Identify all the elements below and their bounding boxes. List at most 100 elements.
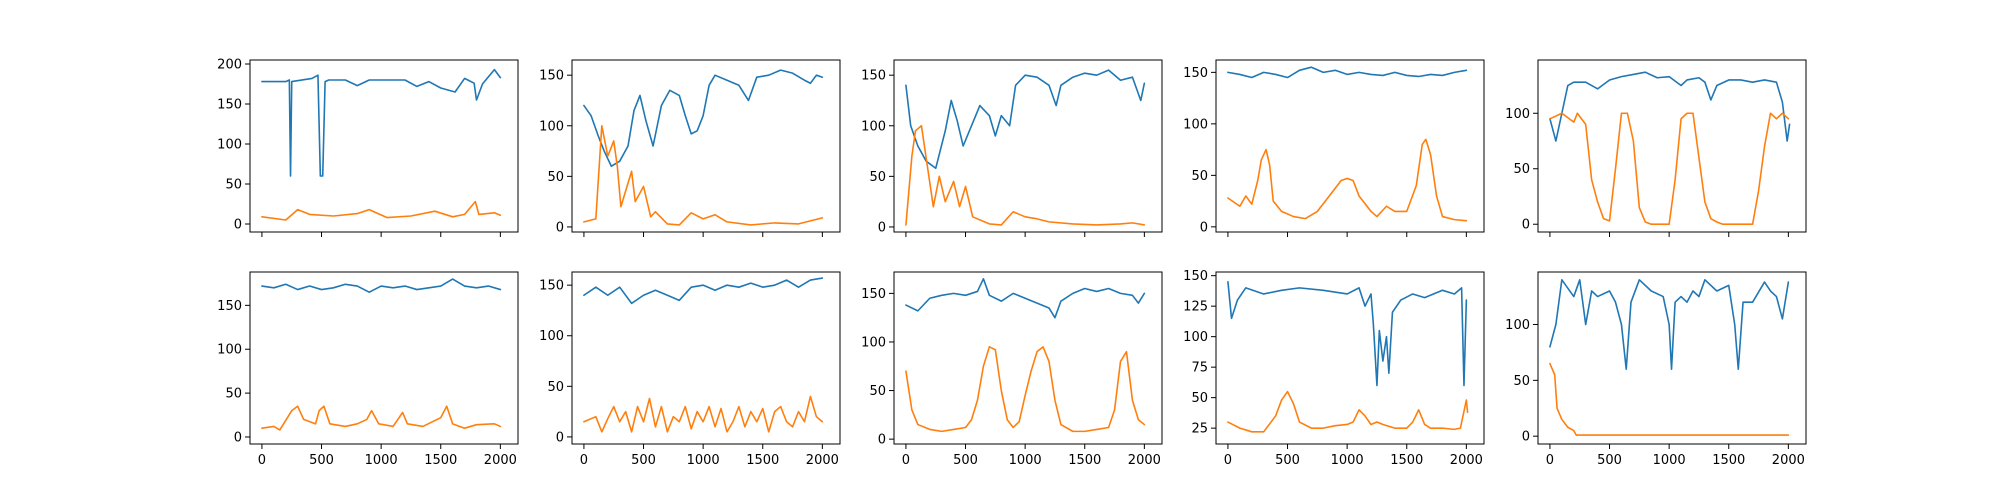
series-1-line bbox=[261, 68, 502, 177]
axes-frame bbox=[1215, 271, 1485, 445]
axes-frame bbox=[571, 59, 841, 233]
y-tick-label: 0 bbox=[878, 433, 886, 448]
y-tick-label: 100 bbox=[861, 335, 886, 350]
series-2-line bbox=[261, 405, 502, 431]
y-tick-label: 0 bbox=[1522, 218, 1530, 233]
y-tick-label: 150 bbox=[217, 98, 242, 113]
axes-frame bbox=[1537, 59, 1807, 233]
y-tick-label: 0 bbox=[1522, 430, 1530, 445]
y-tick-label: 0 bbox=[556, 430, 564, 445]
x-tick-label: 500 bbox=[1597, 453, 1622, 468]
x-tick-label: 2000 bbox=[484, 453, 517, 468]
subplot-1: 0 50 100 150 200 bbox=[217, 58, 519, 237]
y-tick-label: 100 bbox=[1183, 330, 1208, 345]
x-tick-label: 1000 bbox=[1653, 453, 1686, 468]
y-tick-label: 100 bbox=[217, 138, 242, 153]
x-tick-label: 2000 bbox=[1772, 453, 1805, 468]
y-tick-label: 0 bbox=[878, 220, 886, 235]
axes-frame bbox=[893, 59, 1163, 233]
x-tick-label: 2000 bbox=[1128, 453, 1161, 468]
y-tick-label: 0 bbox=[556, 220, 564, 235]
x-tick-label: 1500 bbox=[746, 453, 779, 468]
axes-frame bbox=[893, 271, 1163, 445]
y-tick-label: 25 bbox=[1191, 422, 1208, 437]
x-tick-label: 0 bbox=[1546, 453, 1554, 468]
x-tick-label: 0 bbox=[580, 453, 588, 468]
y-tick-label: 0 bbox=[234, 218, 242, 233]
series-1-line bbox=[583, 277, 824, 305]
y-tick-label: 0 bbox=[1200, 220, 1208, 235]
series-2-line bbox=[1227, 390, 1469, 433]
y-tick-label: 150 bbox=[539, 69, 564, 84]
axes-frame bbox=[249, 271, 519, 445]
series-1-line bbox=[1227, 280, 1468, 387]
series-2-line bbox=[583, 395, 824, 433]
x-tick-label: 2000 bbox=[806, 453, 839, 468]
y-tick-label: 150 bbox=[861, 287, 886, 302]
x-tick-label: 0 bbox=[902, 453, 910, 468]
axes-frame bbox=[571, 271, 841, 445]
series-2-line bbox=[905, 346, 1146, 433]
y-tick-label: 150 bbox=[1183, 66, 1208, 81]
axes-frame bbox=[1537, 271, 1807, 445]
y-tick-label: 50 bbox=[225, 387, 242, 402]
y-tick-label: 50 bbox=[869, 384, 886, 399]
x-tick-label: 500 bbox=[309, 453, 334, 468]
series-1-line bbox=[261, 278, 502, 293]
y-tick-label: 50 bbox=[1191, 391, 1208, 406]
subplot-3: 0 50 100 150 bbox=[861, 59, 1163, 237]
x-tick-label: 1000 bbox=[687, 453, 720, 468]
x-tick-label: 2000 bbox=[1450, 453, 1483, 468]
subplot-2: 0 50 100 150 bbox=[539, 59, 841, 237]
axes-frame bbox=[1215, 59, 1485, 233]
series-2-line bbox=[1549, 112, 1790, 226]
y-tick-label: 50 bbox=[1513, 162, 1530, 177]
series-2-line bbox=[905, 124, 1146, 226]
y-tick-label: 150 bbox=[861, 69, 886, 84]
y-tick-label: 100 bbox=[539, 119, 564, 134]
x-tick-label: 1500 bbox=[1068, 453, 1101, 468]
y-tick-label: 50 bbox=[225, 178, 242, 193]
series-2-line bbox=[1227, 138, 1468, 222]
y-tick-label: 50 bbox=[547, 380, 564, 395]
series-2-line bbox=[583, 124, 824, 226]
y-tick-label: 150 bbox=[217, 299, 242, 314]
y-tick-label: 50 bbox=[869, 170, 886, 185]
x-tick-label: 1500 bbox=[424, 453, 457, 468]
x-tick-label: 0 bbox=[1224, 453, 1232, 468]
series-2-line bbox=[1549, 362, 1790, 436]
x-tick-label: 1000 bbox=[1331, 453, 1364, 468]
subplot-5: 0 50 100 bbox=[1505, 59, 1807, 237]
series-2-line bbox=[261, 200, 502, 221]
series-1-line bbox=[1549, 279, 1790, 370]
axes-frame bbox=[249, 59, 519, 233]
series-1-line bbox=[905, 278, 1146, 319]
y-tick-label: 50 bbox=[547, 170, 564, 185]
series-1-line bbox=[583, 69, 824, 168]
y-tick-label: 50 bbox=[1191, 169, 1208, 184]
y-tick-label: 0 bbox=[234, 430, 242, 445]
series-1-line bbox=[1549, 71, 1791, 142]
series-1-line bbox=[1227, 66, 1468, 79]
y-tick-label: 100 bbox=[217, 343, 242, 358]
x-tick-label: 1500 bbox=[1390, 453, 1423, 468]
x-tick-label: 1000 bbox=[1009, 453, 1042, 468]
x-tick-label: 500 bbox=[953, 453, 978, 468]
y-tick-label: 100 bbox=[539, 329, 564, 344]
x-tick-label: 1000 bbox=[365, 453, 398, 468]
y-tick-label: 150 bbox=[1183, 269, 1208, 284]
x-tick-label: 500 bbox=[631, 453, 656, 468]
y-tick-label: 100 bbox=[861, 119, 886, 134]
y-tick-label: 200 bbox=[217, 58, 242, 73]
y-tick-label: 150 bbox=[539, 279, 564, 294]
x-tick-label: 500 bbox=[1275, 453, 1300, 468]
x-tick-label: 0 bbox=[258, 453, 266, 468]
series-1-line bbox=[905, 69, 1146, 170]
y-tick-label: 75 bbox=[1191, 361, 1208, 376]
